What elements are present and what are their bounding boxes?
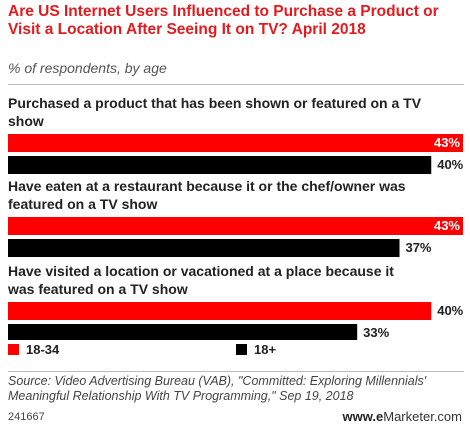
bar-18-plus [8, 239, 400, 257]
category-label: Have eaten at a restaurant because it or… [8, 178, 406, 212]
category-label: Purchased a product that has been shown … [8, 95, 422, 129]
data-label: 43% [434, 218, 460, 233]
brand-logo: www.eMarketer.com [342, 409, 462, 424]
legend-swatch-18-34 [8, 344, 19, 355]
bar-18-34 [8, 134, 463, 152]
bar-18-plus [8, 156, 432, 174]
legend-label-18-34: 18-34 [26, 342, 60, 357]
source-note: Source: Video Advertising Bureau (VAB), … [8, 374, 427, 403]
data-label: 37% [405, 240, 431, 255]
category-label: Have visited a location or vacationed at… [7, 263, 394, 297]
bar-18-34 [8, 217, 463, 235]
bar-18-34 [8, 302, 432, 320]
data-label: 33% [363, 325, 389, 340]
chart-subtitle: % of respondents, by age [8, 60, 167, 76]
bar-18-plus [8, 324, 358, 340]
bottom-divider [8, 371, 464, 372]
bar-chart: Purchased a product that has been shown … [7, 95, 464, 340]
top-divider [8, 84, 464, 85]
legend-label-18-plus: 18+ [254, 342, 277, 357]
legend-swatch-18-plus [236, 344, 247, 355]
data-label: 43% [434, 135, 460, 150]
data-label: 40% [437, 303, 463, 318]
chart-title: Are US Internet Users Influenced to Purc… [8, 3, 439, 38]
chart-id: 241667 [8, 411, 45, 423]
data-label: 40% [437, 157, 463, 172]
